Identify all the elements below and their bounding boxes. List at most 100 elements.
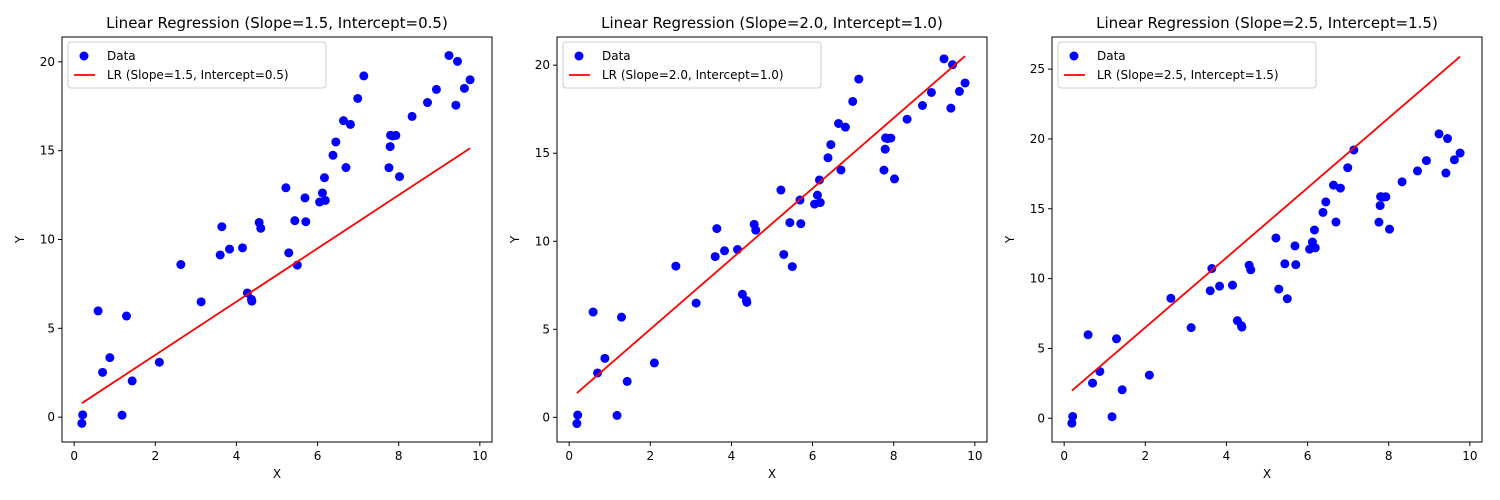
data-point	[826, 140, 836, 150]
x-axis-label: X	[1263, 467, 1271, 481]
x-axis-label: X	[768, 467, 776, 481]
data-point	[946, 103, 956, 113]
data-point	[572, 419, 582, 429]
data-point	[1246, 265, 1256, 275]
x-tick-label: 10	[472, 449, 487, 463]
y-tick-label: 15	[535, 146, 550, 160]
data-point	[328, 150, 338, 160]
data-point	[1207, 264, 1217, 274]
data-point	[459, 83, 469, 93]
data-point	[217, 222, 227, 232]
data-point	[691, 298, 701, 308]
data-point	[939, 54, 949, 64]
data-point	[331, 137, 341, 147]
data-point	[281, 183, 291, 193]
data-point	[238, 243, 248, 253]
data-point	[117, 410, 127, 420]
chart-panel-1: Linear Regression (Slope=1.5, Intercept=…	[13, 14, 493, 481]
data-point	[834, 118, 844, 128]
data-point	[1112, 334, 1121, 344]
data-point	[836, 165, 846, 175]
data-point	[1455, 148, 1465, 158]
x-tick-label: 6	[809, 449, 817, 463]
chart-title: Linear Regression (Slope=2.5, Intercept=…	[1096, 14, 1438, 32]
data-point	[1443, 134, 1453, 144]
data-point	[779, 249, 789, 259]
x-tick-label: 6	[314, 449, 322, 463]
data-point	[1318, 207, 1328, 217]
data-point	[1088, 378, 1098, 388]
data-point	[796, 219, 806, 229]
data-point	[593, 368, 603, 378]
data-point	[391, 130, 401, 140]
data-point	[886, 133, 896, 143]
data-point	[320, 195, 330, 205]
data-point	[902, 114, 912, 124]
data-point	[815, 198, 825, 208]
y-axis-label: Y	[13, 235, 27, 244]
y-tick-label: 20	[535, 58, 550, 72]
data-point	[93, 306, 103, 316]
data-point	[960, 78, 970, 88]
y-tick-label: 25	[1030, 62, 1045, 76]
data-point	[1331, 217, 1341, 227]
x-tick-label: 0	[70, 449, 78, 463]
data-point	[1186, 323, 1196, 333]
legend-marker-data	[79, 51, 89, 61]
x-tick-label: 10	[967, 449, 982, 463]
x-tick-label: 8	[890, 449, 898, 463]
data-point	[1374, 217, 1384, 227]
data-point	[77, 418, 87, 428]
regression-line	[1071, 55, 1461, 392]
data-point	[395, 172, 405, 182]
data-point	[1375, 201, 1385, 211]
data-point	[600, 353, 610, 363]
x-tick-label: 0	[565, 449, 573, 463]
data-point	[1280, 259, 1290, 269]
y-tick-label: 5	[47, 321, 55, 335]
data-point	[196, 297, 206, 307]
data-point	[353, 93, 363, 103]
data-point	[1068, 411, 1078, 421]
data-point	[840, 122, 850, 132]
data-point	[1335, 183, 1345, 193]
data-point	[301, 217, 311, 227]
data-point	[345, 119, 355, 129]
data-point	[617, 312, 626, 322]
data-point	[1205, 286, 1215, 296]
data-point	[300, 193, 310, 203]
data-point	[341, 163, 351, 173]
legend-marker-data	[1069, 51, 1079, 61]
x-tick-label: 2	[646, 449, 654, 463]
y-tick-label: 10	[1030, 272, 1045, 286]
data-point	[622, 376, 632, 386]
data-point	[407, 111, 417, 121]
data-point	[1349, 145, 1359, 155]
plot-area-frame	[1051, 36, 1483, 443]
data-point	[948, 60, 958, 70]
legend-label-line: LR (Slope=2.0, Intercept=1.0)	[602, 68, 784, 82]
data-point	[423, 98, 432, 108]
data-point	[954, 86, 964, 96]
data-point	[1290, 241, 1300, 251]
data-point	[776, 185, 786, 195]
data-point	[385, 142, 395, 152]
data-point	[720, 246, 730, 256]
data-point	[1449, 155, 1459, 165]
y-tick-label: 20	[40, 55, 55, 69]
data-point	[1385, 224, 1395, 234]
data-point	[1421, 156, 1431, 166]
data-point	[176, 260, 186, 270]
data-point	[785, 218, 795, 228]
x-tick-label: 0	[1060, 449, 1068, 463]
y-tick-label: 10	[40, 233, 55, 247]
regression-line	[81, 147, 471, 404]
data-point	[451, 100, 461, 110]
legend-label-data: Data	[602, 49, 631, 63]
chart-panel-3: Linear Regression (Slope=2.5, Intercept=…	[1003, 14, 1483, 481]
data-point	[671, 261, 681, 271]
legend-box	[562, 41, 822, 89]
y-tick-label: 20	[1030, 132, 1045, 146]
legend-label-line: LR (Slope=2.5, Intercept=1.5)	[1097, 68, 1279, 82]
legend-label-line: LR (Slope=1.5, Intercept=0.5)	[107, 68, 289, 82]
